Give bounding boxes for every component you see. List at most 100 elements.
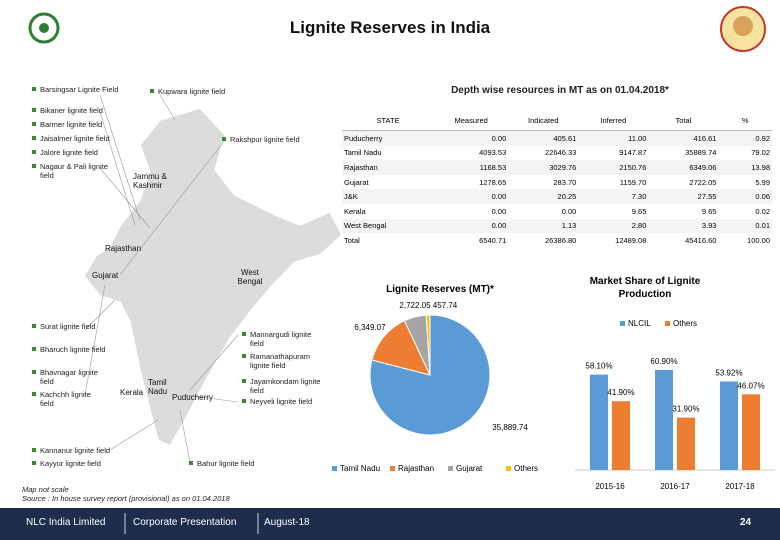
region-label: Puducherry [172,393,213,402]
india-map [83,107,343,447]
table-cell: Total [344,235,360,245]
slide-title: Lignite Reserves in India [289,18,491,37]
legend-label: Others [514,464,538,473]
table-cell: West Bengal [344,221,387,231]
table-cell: 416.61 [693,133,717,143]
field-label: Kachchh lignite field [32,390,102,408]
bar [720,381,738,470]
table-cell: 1159.70 [619,177,647,187]
legend-swatch [332,466,337,471]
column-header: Indicated [508,110,579,131]
table-cell: Rajasthan [344,162,378,172]
logo-right-core [733,16,753,36]
table-cell: 1.13 [561,221,577,231]
table-cell: 0.00 [561,206,577,216]
table-title: Depth wise resources in MT as on 01.04.2… [451,85,669,96]
bar [590,374,608,470]
data-label: 60.90% [650,357,677,366]
table-cell: 0.92 [755,133,770,143]
map-note: Map not scale [22,485,69,494]
field-label: Nagaur & Pali lignite field [32,162,120,180]
logo-left-core [39,23,49,33]
bar [742,394,760,470]
data-label: 46.07% [737,381,764,390]
table-cell: 405.61 [553,133,577,143]
legend-swatch [448,466,453,471]
table-cell: J&K [344,192,358,202]
column-header: STATE [342,110,435,131]
data-label: 457.74 [433,301,458,310]
table-cell: 0.00 [491,206,507,216]
footer-doc: Corporate Presentation [133,517,237,528]
field-label: Bharuch lignite field [32,345,108,354]
bar [612,401,630,470]
field-label: Jaisalmer lignite field [32,134,110,143]
table-cell: 79.02 [751,148,770,158]
table-cell: 0.06 [755,192,770,202]
field-label: Kannanur lignite field [31,446,111,455]
table-cell: 35889.74 [685,148,717,158]
x-tick-label: 2017-18 [725,482,755,491]
table-cell: 45416.60 [685,235,717,245]
table-cell: 20.25 [557,192,577,202]
field-label: Neyveli lignite field [241,397,313,406]
data-label: 41.90% [607,388,634,397]
legend-swatch [506,466,511,471]
table-row: Gujarat 1278.65 283.70 1159.70 2722.05 5.99 [342,175,772,190]
table-cell: 7.30 [631,192,647,202]
table-cell: 0.00 [491,221,507,231]
field-label: Surat lignite field [32,322,102,331]
table-cell: 2.80 [631,221,647,231]
footer-bar [0,508,780,540]
column-header: % [718,110,772,131]
data-label: 31.90% [672,405,699,414]
table-cell: 13.98 [751,162,770,172]
table-cell: 0.02 [755,206,770,216]
table-cell: 9147.87 [619,148,647,158]
field-label: Barsingsar Lignite Field [32,85,119,94]
table-cell: Gujarat [344,177,369,187]
region-label: Rajasthan [105,244,142,253]
region-label: Jammu & Kashmir [133,172,167,190]
table-header: STATE Measured Indicated Inferred Total% [342,110,772,131]
table-cell: 12489.08 [615,235,647,245]
table-row: Puducherry 0.00 405.61 11.00 416.61 0.92 [342,130,772,146]
pie-slice [371,320,431,376]
field-label: Rakshpur lignite field [222,135,300,144]
table-row: J&K 0.00 20.25 7.30 27.55 0.06 [342,189,772,204]
x-tick-label: 2015-16 [595,482,625,491]
region-label: Tamil Nadu [148,378,168,396]
table-cell: 3029.76 [549,162,577,172]
table-cell: 283.70 [553,177,577,187]
field-label: Bahur lignite field [189,459,255,468]
chart-title: Lignite Reserves (MT)* [386,284,494,295]
table-cell: 1168.53 [479,162,507,172]
table-cell: Tamil Nadu [344,148,382,158]
table-cell: 26386.80 [545,235,577,245]
data-label: 35,889.74 [492,423,528,432]
legend-label: Tamil Nadu [340,464,380,473]
table-row: West Bengal 0.00 1.13 2.80 3.93 0.01 [342,218,772,234]
legend-swatch [665,321,670,326]
legend-swatch [620,321,625,326]
chart-title: Market Share of Lignite Production [590,276,701,300]
region-label: Gujarat [92,271,119,280]
column-header: Total [648,110,719,131]
pie-slice [425,314,431,376]
table-cell: 0.01 [755,221,770,231]
field-label: Bikaner lignite field [32,106,103,115]
field-label: Kupwara lignite field [149,87,226,96]
table-row: Total 6540.71 26386.80 12489.08 45416.60 100.… [342,233,772,248]
field-label: Ramanathapuram lignite field [242,352,325,370]
legend-swatch [390,466,395,471]
table-cell: Kerala [344,206,366,216]
data-label: 2,722.05 [399,301,431,310]
reserve-table: STATE Measured Indicated Inferred Total% Pudu… [342,110,772,248]
table-cell: 5.99 [755,177,770,187]
field-label: Bhavnagar lignite field [32,368,102,386]
table-cell: 4093.53 [479,148,507,158]
table-cell: 22646.33 [545,148,577,158]
field-label: Kayyur lignite field [32,459,101,468]
data-label: 6,349.07 [354,323,386,332]
